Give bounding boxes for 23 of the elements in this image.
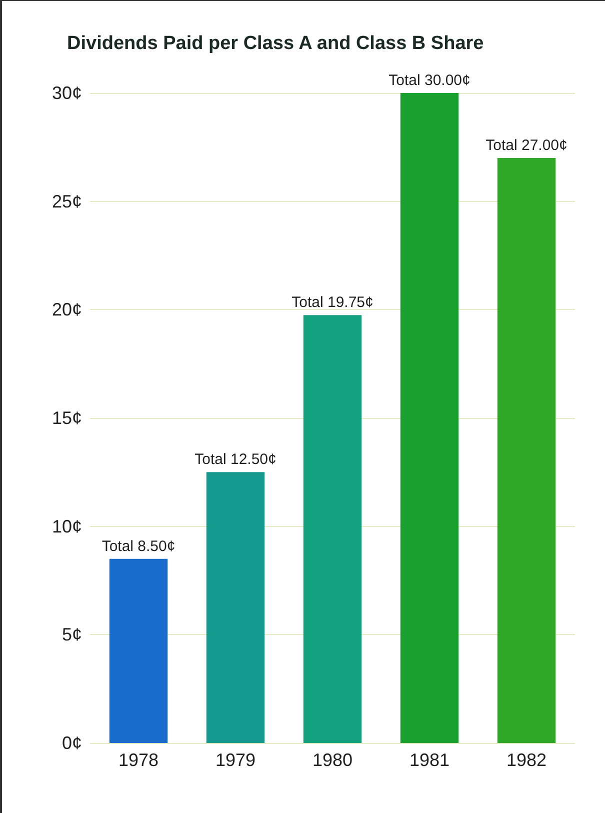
x-tick-label: 1982: [506, 750, 547, 770]
bar: [497, 158, 556, 743]
bar: [109, 558, 168, 743]
bar: [206, 472, 265, 743]
x-tick-label: 1978: [118, 750, 159, 770]
y-tick-label: 15¢: [52, 408, 82, 428]
data-label: Total 27.00¢: [486, 137, 568, 154]
y-tick-label: 0¢: [62, 733, 82, 753]
data-label: Total 8.50¢: [102, 538, 176, 555]
y-tick-label: 30¢: [52, 83, 82, 103]
data-label: Total 12.50¢: [194, 451, 276, 468]
chart-title: Dividends Paid per Class A and Class B Share: [67, 33, 484, 54]
bar: [303, 315, 362, 743]
x-tick-label: 1979: [215, 750, 256, 770]
data-label: Total 30.00¢: [388, 72, 470, 89]
bar: [400, 93, 459, 743]
y-tick-label: 10¢: [52, 516, 82, 536]
y-tick-label: 5¢: [62, 624, 82, 645]
y-tick-label: 20¢: [52, 300, 82, 320]
y-tick-label: 25¢: [52, 191, 82, 212]
x-tick-label: 1980: [312, 750, 353, 770]
x-tick-label: 1981: [409, 750, 450, 770]
data-label: Total 19.75¢: [292, 294, 374, 312]
